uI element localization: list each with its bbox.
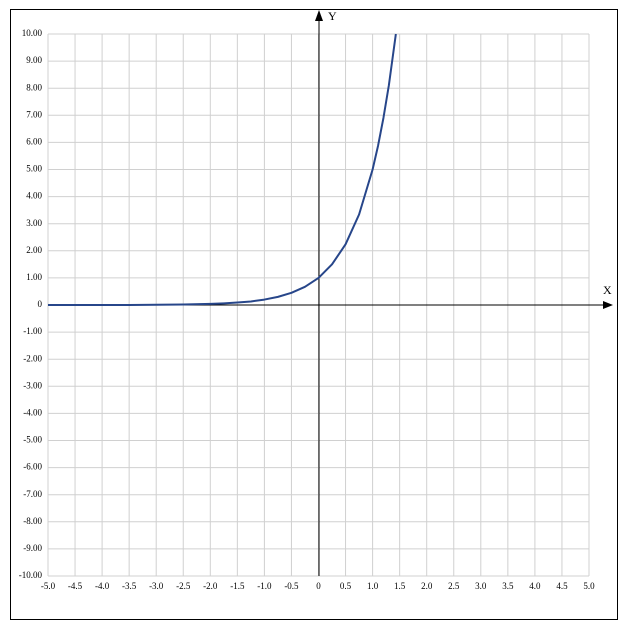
x-tick-label: -3.0: [149, 581, 164, 591]
y-tick-label: 9.00: [26, 55, 42, 65]
x-axis-label: X: [603, 283, 612, 297]
y-tick-label: -3.00: [23, 380, 42, 390]
axes: X Y: [48, 9, 613, 576]
x-tick-label: 5.0: [583, 581, 595, 591]
x-tick-label: 2.0: [421, 581, 433, 591]
curve: [48, 33, 397, 306]
x-tick-label: -1.0: [257, 581, 272, 591]
x-tick-label: 1.5: [394, 581, 406, 591]
x-tick-label: -5.0: [41, 581, 56, 591]
y-tick-label: 7.00: [26, 109, 42, 119]
y-tick-label: 8.00: [26, 82, 42, 92]
y-tick-label: 5.00: [26, 164, 42, 174]
y-tick-label: -9.00: [23, 543, 42, 553]
x-tick-label: -3.5: [122, 581, 137, 591]
x-tick-label: 3.5: [502, 581, 514, 591]
y-tick-label: 1.00: [26, 272, 42, 282]
y-tick-label: -8.00: [23, 516, 42, 526]
y-tick-label: -7.00: [23, 489, 42, 499]
y-tick-label: 6.00: [26, 136, 42, 146]
x-arrow: [603, 301, 613, 309]
x-tick-label: -4.0: [95, 581, 110, 591]
y-arrow: [315, 10, 323, 21]
x-tick-label: 2.5: [448, 581, 460, 591]
y-tick-label: 4.00: [26, 191, 42, 201]
x-tick-label: 4.0: [529, 581, 541, 591]
y-tick-label: -2.00: [23, 353, 42, 363]
x-tick-label: -4.5: [68, 581, 83, 591]
y-tick-label: 2.00: [26, 245, 42, 255]
x-tick-label: 1.0: [367, 581, 379, 591]
y-tick-label: 10.00: [22, 28, 43, 38]
y-tick-label: -6.00: [23, 462, 42, 472]
y-tick-label: 3.00: [26, 218, 42, 228]
x-tick-label: -0.5: [284, 581, 299, 591]
frame: [10, 9, 618, 620]
y-tick-label: -4.00: [23, 407, 42, 417]
y-tick-label: -10.00: [19, 570, 43, 580]
y-axis-label: Y: [328, 9, 337, 23]
x-tick-label: 4.5: [556, 581, 568, 591]
x-tick-label: -2.0: [203, 581, 218, 591]
y-tick-label: -1.00: [23, 326, 42, 336]
x-tick-label: 0: [316, 581, 321, 591]
x-tick-label: 3.0: [475, 581, 487, 591]
y-tick-label: -5.00: [23, 435, 42, 445]
x-tick-label: 0.5: [340, 581, 352, 591]
x-tick-label: -1.5: [230, 581, 245, 591]
x-tick-label: -2.5: [176, 581, 191, 591]
y-tick-label: 0: [38, 299, 43, 309]
